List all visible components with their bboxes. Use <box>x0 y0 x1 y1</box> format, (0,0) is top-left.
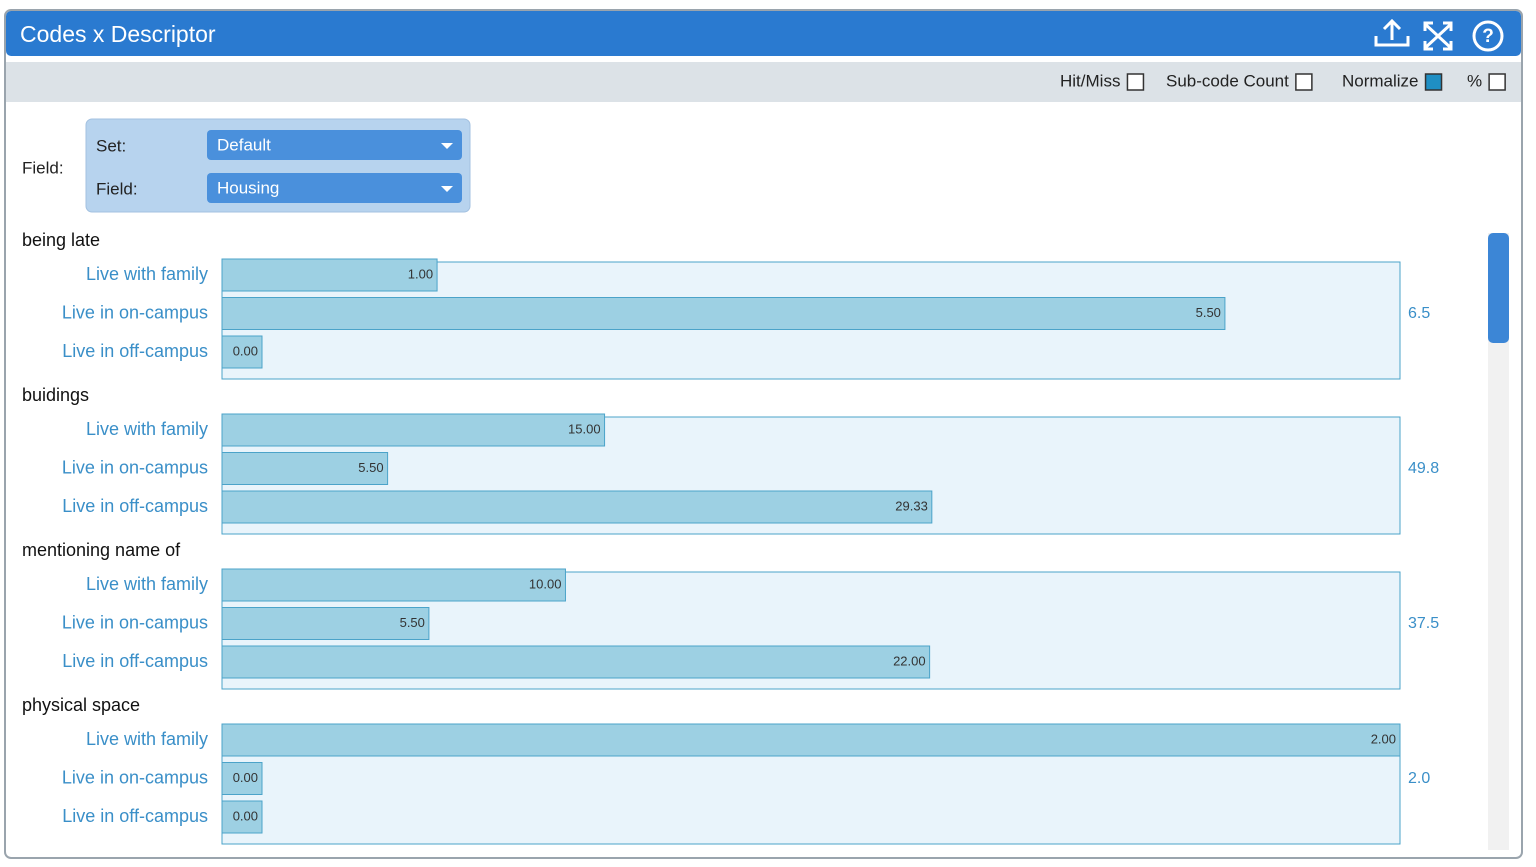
bar <box>221 800 263 834</box>
bar <box>221 413 606 447</box>
value-label: 0.00 <box>233 808 258 823</box>
bar <box>221 297 1226 330</box>
bar <box>221 607 430 640</box>
scrollbar-thumb[interactable] <box>1488 233 1509 343</box>
bar <box>221 645 931 679</box>
group-title: mentioning name of <box>22 540 181 560</box>
group-total: 2.0 <box>1408 770 1430 787</box>
field-value: Housing <box>217 178 279 197</box>
row-label: Live in on-campus <box>62 457 208 477</box>
field-select-label: Field: <box>96 179 138 198</box>
group-total: 49.8 <box>1408 460 1439 477</box>
bar <box>221 568 566 602</box>
dropdown-arrow <box>441 143 453 149</box>
bar <box>221 452 389 485</box>
bar <box>221 258 438 292</box>
field-label: Field: <box>22 158 64 177</box>
dropdown-arrow <box>441 186 453 192</box>
bar <box>221 335 263 369</box>
option-checkbox[interactable] <box>1295 73 1313 91</box>
help-glyph: ? <box>1482 26 1494 47</box>
row-label: Live with family <box>86 419 208 439</box>
help-icon[interactable]: ? <box>1472 20 1504 52</box>
export-icon[interactable] <box>1374 18 1410 47</box>
value-label: 2.00 <box>1371 731 1396 746</box>
row-label: Live with family <box>86 729 208 749</box>
field-dropdown[interactable] <box>207 173 462 203</box>
set-dropdown[interactable] <box>207 130 462 160</box>
value-label: 5.50 <box>1196 305 1221 320</box>
value-label: 5.50 <box>358 460 383 475</box>
group-total: 6.5 <box>1408 305 1430 322</box>
value-label: 22.00 <box>893 653 926 668</box>
bar <box>221 762 263 795</box>
option-checkbox[interactable] <box>1488 73 1506 91</box>
group-title: buidings <box>22 385 89 405</box>
group-total: 37.5 <box>1408 615 1439 632</box>
option-label: % <box>1467 71 1482 90</box>
row-label: Live in on-campus <box>62 612 208 632</box>
value-label: 5.50 <box>400 615 425 630</box>
bar <box>221 490 933 524</box>
group-title: being late <box>22 230 100 250</box>
row-label: Live in off-campus <box>62 806 208 826</box>
option-label: Sub-code Count <box>1166 71 1289 90</box>
row-label: Live in on-campus <box>62 767 208 787</box>
row-label: Live in on-campus <box>62 302 208 322</box>
row-label: Live with family <box>86 264 208 284</box>
bar <box>221 723 1401 757</box>
option-label: Normalize <box>1342 71 1419 90</box>
option-checkbox[interactable] <box>1424 73 1443 91</box>
value-label: 10.00 <box>529 576 562 591</box>
expand-icon[interactable] <box>1423 21 1453 51</box>
header-bar <box>6 11 1521 56</box>
row-label: Live in off-campus <box>62 651 208 671</box>
toolbar <box>6 62 1521 102</box>
value-label: 0.00 <box>233 343 258 358</box>
value-label: 0.00 <box>233 770 258 785</box>
set-label: Set: <box>96 136 126 155</box>
value-label: 15.00 <box>568 421 601 436</box>
scrollbar-track[interactable] <box>1488 233 1509 850</box>
row-label: Live with family <box>86 574 208 594</box>
option-checkbox[interactable] <box>1126 73 1145 91</box>
row-label: Live in off-campus <box>62 341 208 361</box>
value-label: 1.00 <box>408 266 433 281</box>
window-title: Codes x Descriptor <box>20 21 216 47</box>
value-label: 29.33 <box>895 498 928 513</box>
group-title: physical space <box>22 695 140 715</box>
set-value: Default <box>217 135 271 154</box>
row-label: Live in off-campus <box>62 496 208 516</box>
option-label: Hit/Miss <box>1060 71 1120 90</box>
